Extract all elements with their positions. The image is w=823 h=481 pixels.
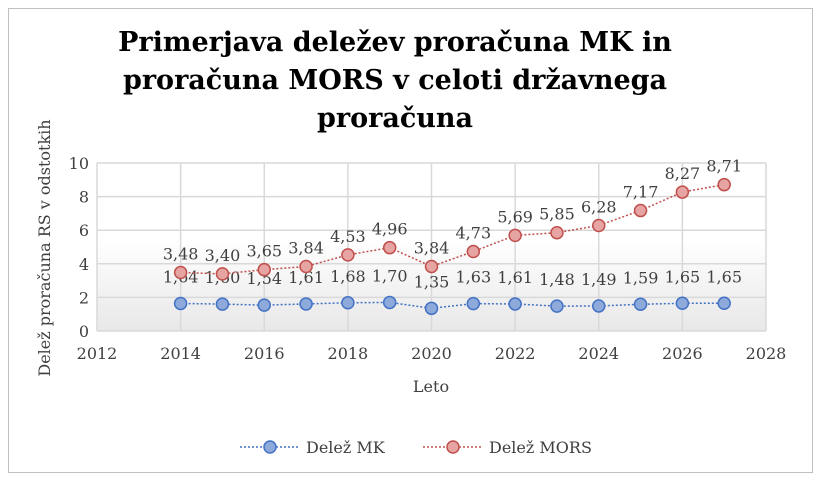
data-point (717, 177, 731, 192)
x-axis-label: Leto (413, 377, 449, 396)
data-label: 7,17 (623, 183, 659, 202)
x-tick-label: 2024 (578, 344, 619, 363)
data-point (424, 301, 439, 316)
data-label: 3,65 (246, 242, 282, 261)
data-point (215, 267, 230, 281)
x-tick-label: 2016 (244, 344, 285, 363)
data-label: 1,49 (581, 270, 617, 289)
data-label: 5,69 (497, 207, 533, 226)
data-point (550, 299, 564, 313)
data-label: 6,28 (581, 197, 617, 216)
x-tick-label: 2022 (495, 344, 536, 363)
data-label: 1,65 (665, 267, 701, 286)
data-point (299, 259, 313, 274)
data-point (592, 299, 606, 313)
data-label: 4,73 (456, 224, 492, 243)
data-label: 4,96 (372, 220, 408, 239)
data-point (508, 297, 522, 311)
chart-title: Primerjava deležev proračuna MK in prora… (100, 24, 690, 138)
data-point (257, 298, 271, 312)
data-label: 3,48 (163, 245, 199, 264)
data-label: 1,48 (539, 270, 575, 289)
data-label: 8,27 (665, 164, 701, 183)
data-label: 1,35 (414, 272, 450, 291)
data-label: 1,61 (288, 268, 324, 287)
data-label: 3,84 (414, 238, 450, 257)
data-point (173, 265, 188, 280)
legend-label: Delež MK (306, 438, 386, 457)
title-line: Primerjava deležev proračuna MK in (118, 27, 672, 58)
y-tick-label: 4 (79, 255, 89, 274)
data-point (341, 296, 355, 310)
title-line: proračuna (316, 103, 474, 134)
data-point (382, 295, 397, 310)
series-line-0 (180, 301, 725, 310)
data-point (173, 296, 188, 311)
data-point (675, 296, 690, 311)
series-line-1 (180, 183, 725, 275)
x-tick-label: 2018 (328, 344, 369, 363)
data-point (508, 228, 522, 243)
data-label: 5,85 (539, 205, 575, 224)
data-point (592, 218, 606, 233)
data-label: 3,40 (205, 246, 241, 265)
data-point (717, 296, 731, 311)
data-label: 1,59 (623, 268, 659, 287)
data-label: 1,61 (497, 268, 533, 287)
data-point (633, 297, 648, 312)
x-tick-label: 2026 (662, 344, 703, 363)
y-tick-label: 6 (79, 221, 89, 240)
y-tick-label: 0 (79, 322, 89, 341)
legend-label: Delež MORS (489, 438, 592, 457)
y-tick-label: 8 (79, 188, 89, 207)
data-label: 3,84 (288, 238, 324, 257)
data-label: 8,71 (706, 157, 742, 176)
data-point (341, 248, 355, 262)
data-label: 1,54 (246, 269, 282, 288)
data-label: 1,63 (456, 268, 492, 287)
data-point (257, 262, 271, 277)
data-point (215, 297, 230, 311)
data-point (424, 259, 439, 274)
legend-marker (446, 440, 460, 454)
data-label: 1,65 (706, 267, 742, 286)
data-point (299, 297, 313, 311)
x-tick-label: 2020 (411, 344, 452, 363)
data-point (633, 203, 648, 218)
data-point (675, 185, 690, 199)
data-point (550, 225, 564, 240)
data-label: 4,53 (330, 227, 366, 246)
data-point (382, 240, 397, 255)
x-tick-label: 2012 (77, 344, 118, 363)
y-axis-label: Delež proračuna RS v odstotkih (35, 119, 54, 376)
legend-marker (263, 440, 277, 454)
title-line: proračuna MORS v celoti državnega (122, 65, 668, 96)
data-label: 1,68 (330, 267, 366, 286)
data-label: 1,70 (372, 266, 408, 285)
x-tick-label: 2028 (746, 344, 787, 363)
data-point (466, 244, 481, 259)
data-point (466, 296, 481, 311)
y-tick-label: 10 (69, 154, 89, 173)
y-tick-label: 2 (79, 288, 89, 307)
x-tick-label: 2014 (160, 344, 201, 363)
